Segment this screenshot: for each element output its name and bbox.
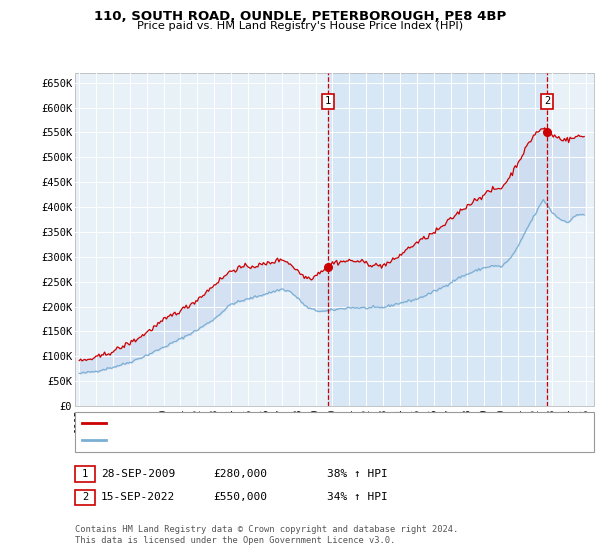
Text: 2: 2 — [544, 96, 550, 106]
Text: £280,000: £280,000 — [213, 469, 267, 479]
Text: £550,000: £550,000 — [213, 492, 267, 502]
Text: 110, SOUTH ROAD, OUNDLE, PETERBOROUGH, PE8 4BP (detached house): 110, SOUTH ROAD, OUNDLE, PETERBOROUGH, P… — [111, 419, 473, 428]
Text: Price paid vs. HM Land Registry's House Price Index (HPI): Price paid vs. HM Land Registry's House … — [137, 21, 463, 31]
Text: Contains HM Land Registry data © Crown copyright and database right 2024.
This d: Contains HM Land Registry data © Crown c… — [75, 525, 458, 545]
Text: 38% ↑ HPI: 38% ↑ HPI — [327, 469, 388, 479]
Text: 2: 2 — [82, 492, 88, 502]
Bar — [328, 73, 547, 406]
Text: HPI: Average price, detached house, North Northamptonshire: HPI: Average price, detached house, Nort… — [111, 436, 445, 445]
Text: 34% ↑ HPI: 34% ↑ HPI — [327, 492, 388, 502]
Text: 15-SEP-2022: 15-SEP-2022 — [101, 492, 175, 502]
Text: 1: 1 — [325, 96, 331, 106]
Text: 1: 1 — [82, 469, 88, 479]
Text: 28-SEP-2009: 28-SEP-2009 — [101, 469, 175, 479]
Text: 110, SOUTH ROAD, OUNDLE, PETERBOROUGH, PE8 4BP: 110, SOUTH ROAD, OUNDLE, PETERBOROUGH, P… — [94, 10, 506, 22]
